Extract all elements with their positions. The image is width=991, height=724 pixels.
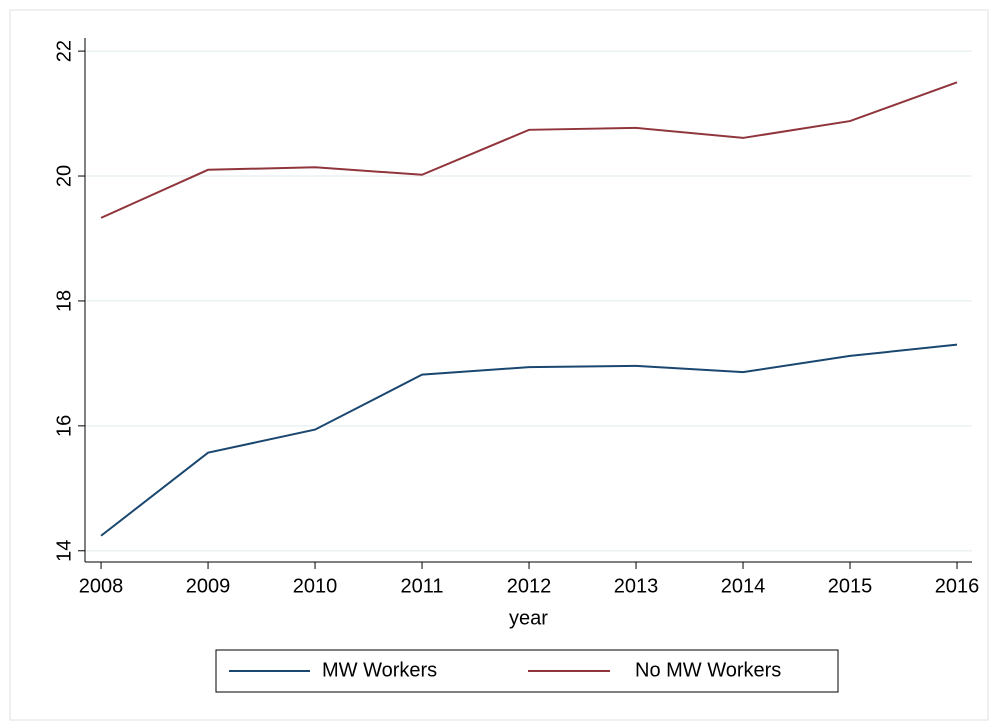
y-tick-label: 20 bbox=[53, 165, 75, 187]
legend-label: MW Workers bbox=[322, 659, 437, 681]
y-tick-label: 18 bbox=[53, 290, 75, 312]
y-tick-label: 22 bbox=[53, 40, 75, 62]
x-tick-label: 2012 bbox=[507, 575, 552, 597]
x-tick-label: 2015 bbox=[828, 575, 873, 597]
x-tick-label: 2010 bbox=[293, 575, 338, 597]
x-tick-label: 2013 bbox=[614, 575, 659, 597]
x-tick-label: 2008 bbox=[79, 575, 124, 597]
series-line bbox=[100, 81, 958, 219]
legend-label: No MW Workers bbox=[635, 659, 781, 681]
y-tick-label: 16 bbox=[53, 415, 75, 437]
legend-box bbox=[215, 649, 839, 693]
chart-border bbox=[9, 9, 989, 721]
x-tick-label: 2014 bbox=[721, 575, 766, 597]
y-tick-label: 14 bbox=[53, 540, 75, 562]
x-tick-label: 2016 bbox=[935, 575, 980, 597]
series-line bbox=[100, 343, 958, 537]
x-axis-label: year bbox=[509, 607, 548, 629]
x-tick-label: 2011 bbox=[401, 575, 444, 597]
x-tick-label: 2009 bbox=[186, 575, 231, 597]
